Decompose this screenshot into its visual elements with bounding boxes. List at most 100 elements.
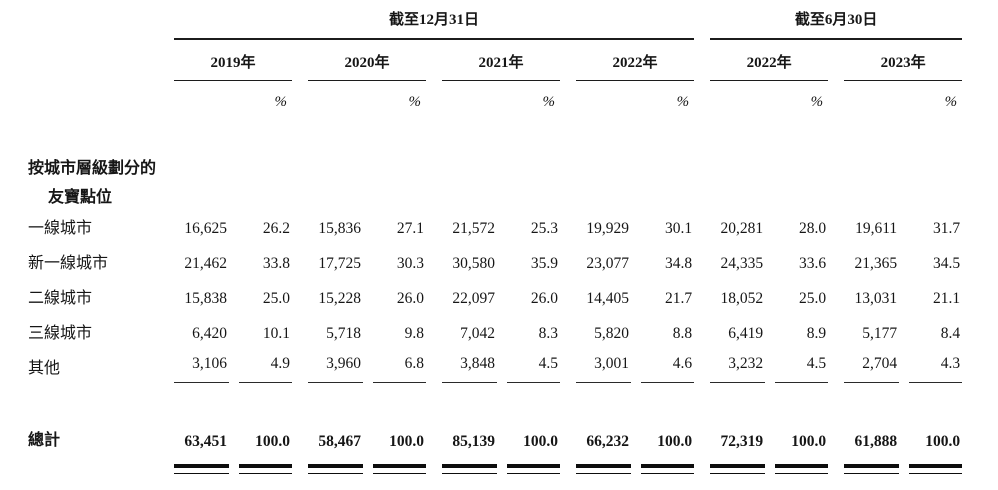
value-cell: 30,580	[452, 255, 495, 273]
row-label: 新一線城市	[28, 254, 109, 272]
value-cell: 19,929	[586, 220, 629, 238]
spacer-cell	[426, 459, 442, 474]
percent-cell: 4.5	[497, 352, 560, 387]
percent-cell: 25.0	[799, 290, 827, 308]
spacer-cell	[694, 247, 710, 282]
percent-cell: 8.9	[806, 325, 827, 343]
value-cell: 22,097	[452, 290, 495, 308]
spacer-cell	[560, 39, 576, 80]
value-cell: 6,419	[728, 325, 764, 343]
row-label: 三線城市	[28, 324, 93, 342]
spacer-cell	[442, 80, 497, 122]
percent-cell: 26.0	[396, 290, 424, 308]
period-header-as-of-jun-30: 截至6月30日	[710, 4, 963, 41]
year-header-2023: 2023年	[844, 39, 963, 81]
percent-cell: 34.8	[665, 255, 693, 273]
value-cell: 15,836	[318, 220, 361, 238]
double-rule-row	[28, 459, 963, 474]
total-value-cell: 72,319	[720, 432, 764, 450]
percent-cell: 8.8	[672, 325, 693, 343]
spacer-cell	[828, 425, 844, 459]
percent-cell: 8.3	[538, 325, 558, 343]
spacer-cell	[828, 39, 844, 80]
percent-text: 4.6	[641, 355, 695, 384]
value-text: 3,001	[576, 355, 631, 384]
value-text: 3,232	[710, 355, 766, 384]
double-rule	[710, 459, 766, 474]
spacer-cell	[694, 4, 710, 39]
value-text: 3,960	[308, 355, 363, 384]
percent-cell: 28.0	[799, 220, 827, 238]
value-cell: 17,725	[318, 255, 361, 273]
percent-cell: 9.8	[404, 325, 424, 343]
spacer-cell	[292, 352, 308, 387]
year-header-2019: 2019年	[174, 39, 292, 81]
spacer-cell	[694, 80, 710, 122]
spacer-cell	[828, 80, 844, 122]
table-row-tier2: 二線城市 15,838 25.0 15,228 26.0 22,097 26.0…	[28, 282, 962, 317]
value-cell: 5,177	[862, 325, 898, 343]
value-cell: 21,462	[184, 255, 227, 273]
spacer-cell	[28, 4, 174, 39]
double-rule	[229, 459, 292, 474]
percent-cell: 4.6	[631, 352, 695, 387]
spacer-cell	[560, 425, 576, 459]
spacer-cell	[28, 39, 174, 80]
value-cell: 15,838	[184, 290, 227, 308]
percent-cell: 10.1	[262, 325, 290, 343]
spacer-cell	[28, 387, 962, 425]
year-header-2020: 2020年	[308, 39, 426, 81]
percent-cell: 4.3	[899, 352, 963, 387]
percent-cell: 21.1	[933, 290, 961, 308]
total-value-cell: 61,888	[854, 432, 898, 450]
double-rule	[308, 459, 363, 474]
spacer-cell	[426, 39, 442, 80]
year-header-2022-dec: 2022年	[576, 39, 695, 81]
spacer-cell	[828, 247, 844, 282]
percent-cell: 34.5	[933, 255, 961, 273]
spacer-cell	[828, 459, 844, 474]
spacer-cell	[694, 282, 710, 317]
spacer-cell	[292, 247, 308, 282]
section-header-row: 按城市層級劃分的	[28, 122, 962, 180]
percent-header: %	[676, 93, 690, 110]
total-value-cell: 85,139	[452, 432, 495, 450]
percent-cell: 8.4	[940, 325, 961, 343]
total-value-cell: 66,232	[586, 432, 629, 450]
spacer-cell	[292, 212, 308, 247]
row-label: 其他	[28, 359, 61, 377]
spacer-cell	[694, 352, 710, 387]
table-row-tier1: 一線城市 16,625 26.2 15,836 27.1 21,572 25.3…	[28, 212, 962, 247]
total-label: 總計	[28, 432, 61, 450]
value-cell: 20,281	[720, 220, 764, 238]
percent-cell: 30.3	[396, 255, 424, 273]
table-row-others: 其他 3,106 4.9 3,960 6.8 3,848 4.5 3,001 4…	[28, 352, 963, 387]
value-cell: 21,572	[452, 220, 495, 238]
spacer-cell	[426, 425, 442, 459]
value-cell: 16,625	[184, 220, 227, 238]
spacer-cell	[28, 459, 174, 474]
spacer-cell	[560, 80, 576, 122]
spacer-cell	[576, 80, 631, 122]
year-header-2022-jun: 2022年	[710, 39, 829, 81]
total-percent-cell: 100.0	[389, 432, 424, 450]
value-cell: 3,232	[710, 352, 766, 387]
spacer-cell	[28, 80, 174, 122]
spacer-cell	[828, 317, 844, 352]
spacer-cell	[426, 80, 442, 122]
value-text: 3,106	[174, 355, 229, 384]
value-text: 3,848	[442, 355, 497, 384]
spacer-cell	[560, 317, 576, 352]
percent-cell: 25.0	[262, 290, 290, 308]
percent-cell: 26.0	[530, 290, 558, 308]
year-header-row: 2019年 2020年 2021年 2022年 2022年 2023年	[28, 39, 963, 81]
total-value-cell: 58,467	[318, 432, 361, 450]
year-header-2021: 2021年	[442, 39, 560, 81]
value-cell: 18,052	[720, 290, 764, 308]
double-rule	[497, 459, 560, 474]
period-header-row: 截至12月31日 截至6月30日	[28, 4, 963, 41]
spacer-cell	[426, 282, 442, 317]
value-cell: 13,031	[854, 290, 898, 308]
percent-cell: 31.7	[933, 220, 961, 238]
value-cell: 3,848	[442, 352, 497, 387]
